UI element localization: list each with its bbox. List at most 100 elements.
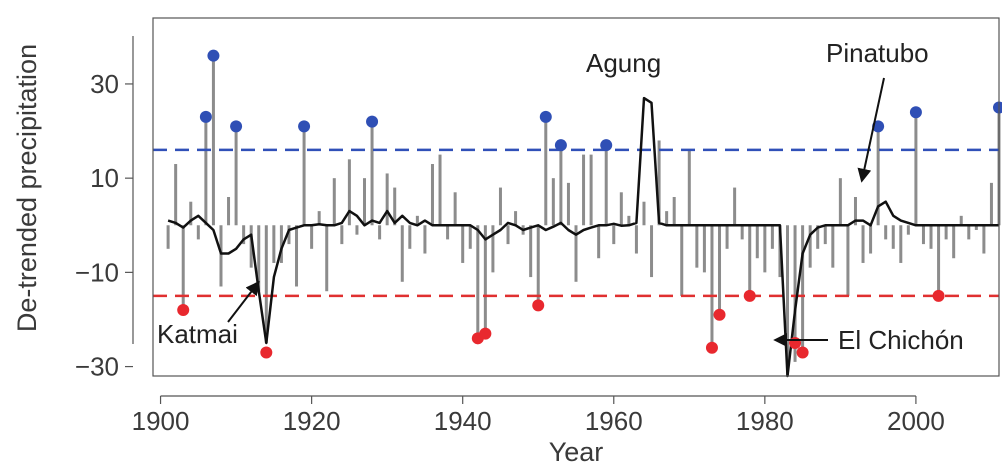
bar-1903 xyxy=(181,225,185,311)
bar-1910 xyxy=(234,126,238,226)
bar-2007 xyxy=(967,225,971,240)
bar-1997 xyxy=(891,225,895,249)
bar-1949 xyxy=(529,225,533,278)
bar-1908 xyxy=(219,225,223,287)
x-tick-label-2000: 2000 xyxy=(887,406,945,436)
bar-1916 xyxy=(279,225,283,263)
bar-1942 xyxy=(476,225,480,339)
bar-1911 xyxy=(242,225,246,245)
annotation-arrow-pinatubo xyxy=(857,77,885,183)
bar-2003 xyxy=(937,225,941,296)
bar-1962 xyxy=(627,215,631,226)
bar-1918 xyxy=(295,225,299,287)
bar-1936 xyxy=(430,164,434,226)
bar-2001 xyxy=(921,225,925,245)
bar-1998 xyxy=(899,225,903,263)
bar-1982 xyxy=(778,225,782,278)
bar-1938 xyxy=(446,225,450,240)
y-tick-label-10: 10 xyxy=(90,163,119,193)
y-axis-title: De-trended precipitation xyxy=(12,44,42,332)
bar-1933 xyxy=(408,225,412,249)
bar-2008 xyxy=(974,225,978,230)
bar-1985 xyxy=(801,225,805,353)
tick-labels: 30 10 −10 −30 1900 1920 1940 1960 1980 2000 xyxy=(75,69,945,436)
annotation-arrow-katmai xyxy=(227,280,260,323)
high-point-2011 xyxy=(993,101,1002,114)
high-point-1919 xyxy=(298,120,311,133)
bar-1975 xyxy=(725,225,729,249)
bar-1924 xyxy=(340,225,344,245)
bar-1902 xyxy=(174,164,178,226)
bar-1953 xyxy=(559,145,563,226)
high-point-2000 xyxy=(909,106,922,119)
high-point-1928 xyxy=(366,115,379,128)
low-point-1973 xyxy=(705,341,718,354)
bar-1940 xyxy=(461,225,465,263)
bar-1991 xyxy=(846,225,850,296)
bar-1955 xyxy=(574,225,578,282)
x-tick-label-1900: 1900 xyxy=(132,406,190,436)
bar-2004 xyxy=(944,225,948,240)
annotation-labels: Katmai Agung El Chichón Pinatubo xyxy=(157,38,964,355)
bar-1904 xyxy=(189,201,193,226)
high-point-1959 xyxy=(600,139,613,152)
bar-1974 xyxy=(718,225,722,315)
high-point-1951 xyxy=(539,110,552,123)
annotation-katmai: Katmai xyxy=(157,319,238,349)
bar-1961 xyxy=(619,192,623,226)
bar-1951 xyxy=(544,116,548,226)
bar-1917 xyxy=(287,225,291,245)
bar-1980 xyxy=(763,225,767,273)
bar-1960 xyxy=(612,225,616,245)
bar-1939 xyxy=(453,192,457,226)
bar-1935 xyxy=(423,225,427,254)
bar-1983 xyxy=(786,225,789,376)
bar-1959 xyxy=(604,145,608,226)
low-point-1943 xyxy=(479,327,492,340)
smoothed-series-line xyxy=(167,96,999,378)
bar-1989 xyxy=(831,225,835,268)
x-axis-title: Year xyxy=(549,437,604,467)
bar-1977 xyxy=(740,225,744,240)
bar-1993 xyxy=(861,225,865,263)
bar-1926 xyxy=(355,225,359,235)
smoothed-line-layer xyxy=(167,96,999,378)
bar-1964 xyxy=(642,201,646,226)
x-tick-label-1920: 1920 xyxy=(283,406,341,436)
bar-1907 xyxy=(211,55,215,226)
bar-1968 xyxy=(672,197,676,226)
bar-1978 xyxy=(748,225,752,296)
x-tick-label-1980: 1980 xyxy=(736,406,794,436)
bar-1915 xyxy=(272,225,276,263)
low-point-1978 xyxy=(743,289,756,302)
bar-1958 xyxy=(597,225,601,259)
bar-1969 xyxy=(680,225,684,296)
bar-1945 xyxy=(498,187,502,226)
bar-1922 xyxy=(325,225,329,292)
bar-1996 xyxy=(884,225,888,240)
annotation-el-chichon: El Chichón xyxy=(838,325,964,355)
bar-1981 xyxy=(770,225,774,249)
bar-1971 xyxy=(695,225,699,268)
bar-1905 xyxy=(196,225,200,240)
bar-1972 xyxy=(702,225,706,273)
bar-1923 xyxy=(332,178,336,226)
bar-1920 xyxy=(310,225,314,249)
bar-1930 xyxy=(385,173,389,226)
bar-1995 xyxy=(876,126,880,226)
y-tick-label-30: 30 xyxy=(90,69,119,99)
bar-1928 xyxy=(370,121,374,226)
y-tick-label--30: −30 xyxy=(75,352,119,382)
bar-1990 xyxy=(838,178,842,226)
bar-1919 xyxy=(302,126,306,226)
bar-1992 xyxy=(853,197,857,226)
axes xyxy=(125,17,1000,404)
bar-1912 xyxy=(249,225,253,268)
low-point-1914 xyxy=(260,346,273,359)
bar-1986 xyxy=(808,225,812,268)
bar-1963 xyxy=(634,225,638,254)
bar-2002 xyxy=(929,225,933,249)
bar-1952 xyxy=(551,178,555,226)
bar-1947 xyxy=(514,211,518,226)
